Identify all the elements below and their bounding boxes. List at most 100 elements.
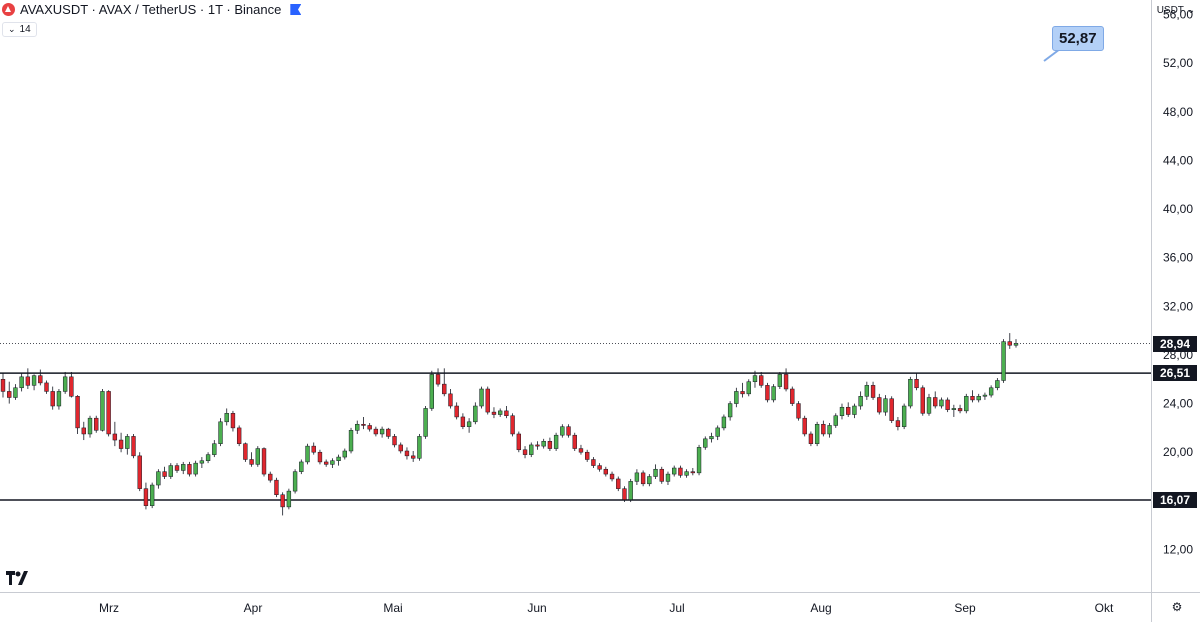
candle-body [404, 450, 410, 457]
y-tick-label: 40,00 [1163, 202, 1193, 216]
candle-body [901, 405, 907, 427]
candle-body [560, 426, 565, 436]
candle-body [131, 436, 136, 457]
price-axis-panel[interactable] [1152, 0, 1200, 622]
candle-body [435, 374, 441, 385]
candle-body [622, 488, 627, 500]
candle-body [162, 471, 167, 477]
candle-body [982, 394, 988, 397]
candle-body [311, 445, 316, 453]
candle-body [19, 376, 24, 389]
candle-body [479, 388, 484, 407]
x-tick-label: Jun [527, 601, 546, 615]
candle-body [678, 467, 683, 476]
candle-body [852, 405, 857, 415]
candle-body [336, 456, 341, 461]
candle-body [187, 464, 192, 475]
candle-body [348, 430, 354, 452]
candle-body [473, 405, 478, 423]
candle-body [616, 478, 621, 489]
x-tick-label: Mai [383, 601, 402, 615]
chevron-down-icon: ⌄ [8, 24, 16, 34]
candle-body [25, 376, 31, 386]
candle-body [261, 448, 267, 475]
candle-body [454, 405, 459, 418]
candle-body [367, 425, 372, 430]
candle-body [939, 399, 944, 407]
candle-body [553, 434, 559, 449]
chevron-down-icon: ⌄ [1186, 4, 1196, 16]
candle-body [81, 427, 86, 435]
x-tick-label: Mrz [99, 601, 119, 615]
y-tick-label: 24,00 [1163, 397, 1193, 411]
candle-body [535, 444, 540, 447]
support-price-tag: 16,07 [1153, 491, 1197, 508]
x-tick-label: Jul [669, 601, 684, 615]
candle-body [13, 387, 18, 398]
candle-body [149, 484, 155, 506]
y-tick-label: 52,00 [1163, 56, 1193, 70]
symbol-header[interactable]: AVAXUSDT · AVAX / TetherUS · 1T · Binanc… [2, 2, 302, 17]
candle-body [759, 375, 764, 386]
candle-body [529, 444, 534, 455]
indicator-value: 14 [19, 24, 31, 35]
currency-unit-selector[interactable]: USDT ⌄ [1153, 1, 1199, 19]
candle-body [137, 455, 142, 489]
candle-body [56, 391, 62, 407]
candle-body [703, 438, 708, 448]
candle-body [839, 406, 845, 416]
candle-body [174, 465, 180, 471]
candle-body [665, 473, 671, 482]
candle-body [286, 490, 292, 508]
candle-body [709, 436, 714, 440]
candle-body [1013, 343, 1019, 346]
candle-body [510, 415, 515, 435]
candle-body [547, 441, 553, 449]
candle-body [883, 398, 888, 413]
candle-body [410, 455, 416, 459]
candle-body [933, 397, 938, 407]
candle-body [765, 385, 770, 401]
candle-body [112, 433, 118, 441]
candle-body [647, 476, 652, 485]
candle-body [945, 399, 950, 410]
tradingview-logo-icon[interactable] [6, 571, 30, 589]
candle-body [218, 421, 223, 444]
candle-body [771, 386, 776, 401]
candle-body [100, 391, 105, 431]
y-tick-label: 32,00 [1163, 299, 1193, 313]
candle-body [87, 417, 93, 435]
candle-body [572, 434, 577, 449]
flag-icon[interactable] [290, 4, 302, 15]
candle-body [870, 385, 876, 398]
candle-body [808, 433, 814, 444]
candle-body [193, 462, 198, 475]
candle-body [429, 374, 434, 409]
candle-body [516, 433, 521, 451]
y-tick-label: 48,00 [1163, 105, 1193, 119]
candle-body [1007, 341, 1012, 346]
candle-body [634, 472, 640, 482]
candle-body [280, 494, 285, 508]
candle-body [696, 447, 702, 474]
candle-body [585, 451, 590, 460]
candle-body [292, 471, 298, 492]
candle-body [355, 423, 360, 431]
candle-body [330, 460, 335, 465]
candle-body [814, 423, 820, 444]
candle-body [734, 391, 739, 404]
gear-icon[interactable]: ⚙ [1171, 600, 1183, 614]
candle-body [224, 413, 229, 423]
candle-body [268, 473, 273, 481]
candle-body [156, 471, 161, 486]
candle-body [44, 382, 49, 392]
candle-body [566, 426, 571, 436]
candle-body [379, 428, 385, 435]
candle-body [740, 391, 745, 395]
candle-body [895, 420, 901, 427]
candle-body [1001, 341, 1006, 381]
price-callout[interactable]: 52,87 [1052, 26, 1104, 51]
candle-body [790, 388, 795, 404]
indicator-toggle[interactable]: ⌄ 14 [2, 22, 37, 37]
